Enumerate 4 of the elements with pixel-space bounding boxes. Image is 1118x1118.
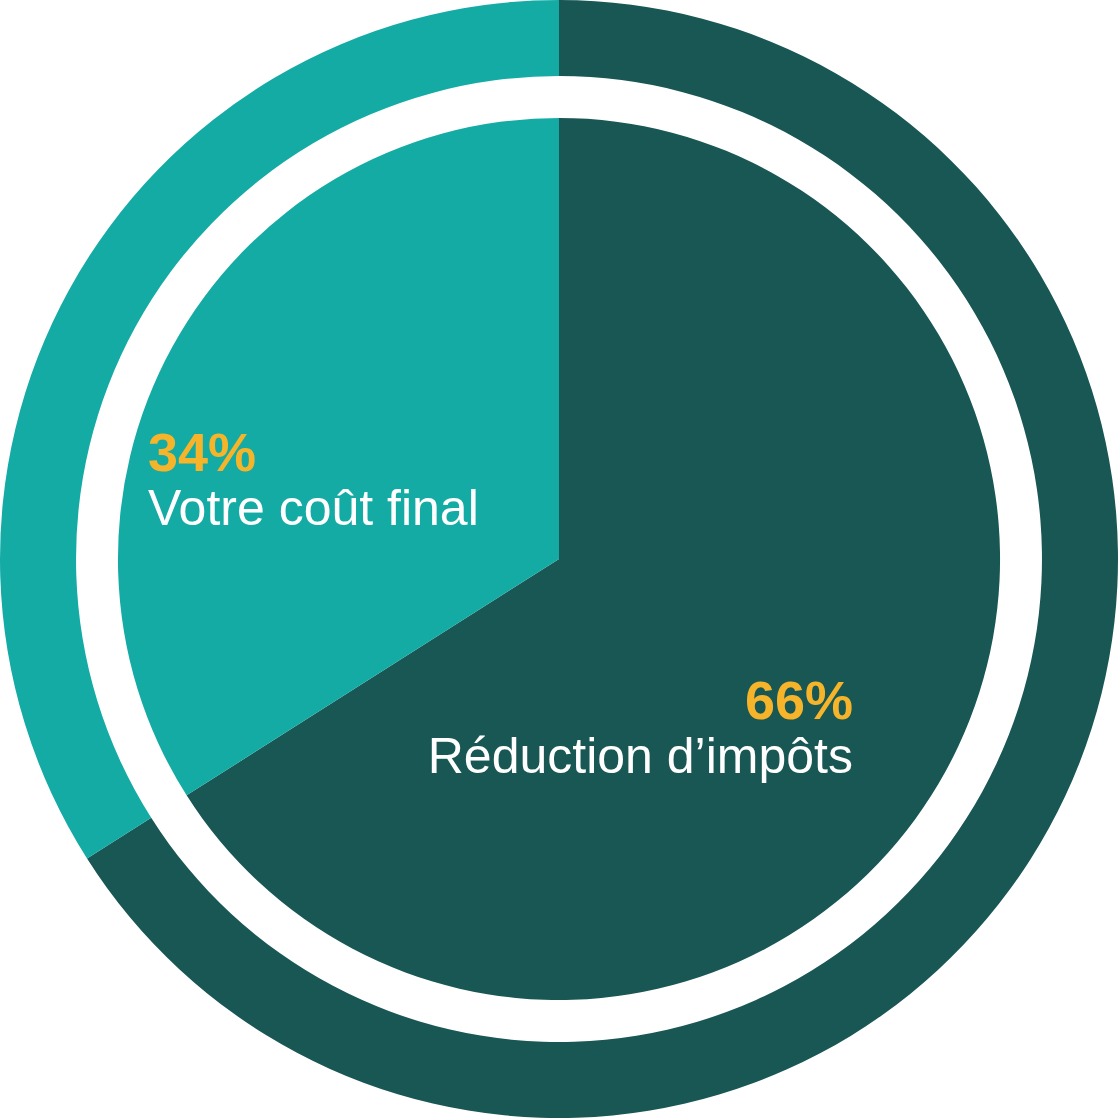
slice-label: Réduction d’impôts (427, 728, 853, 784)
data-label: 34% (148, 422, 257, 482)
data-label: 66% (744, 670, 853, 730)
slice-label: Votre coût final (148, 480, 479, 536)
